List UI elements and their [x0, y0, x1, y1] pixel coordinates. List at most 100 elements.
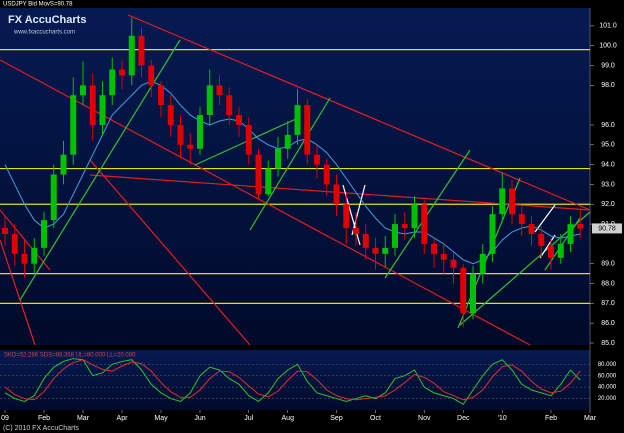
last-price-box — [592, 223, 622, 234]
x-tick-label: May — [154, 415, 168, 422]
indicator-panel — [0, 350, 590, 410]
candle-body — [245, 124, 252, 155]
y-tick-label: 93.0 — [601, 181, 615, 188]
candle-body — [304, 105, 311, 155]
price-panel — [0, 8, 590, 345]
chart-title: USDJPY Bid MovS=90.78 — [3, 2, 73, 8]
candle-body — [284, 134, 291, 149]
candle-body — [236, 115, 242, 125]
candle-body — [431, 243, 437, 254]
candle-body — [372, 247, 379, 254]
y-tick-label: 94.0 — [601, 161, 615, 168]
candle-body — [148, 65, 155, 86]
candle-body — [509, 188, 515, 215]
x-tick-label: Nov — [418, 415, 431, 422]
candle-body — [548, 245, 554, 258]
logo-url: www.fxaccucharts.com — [13, 30, 75, 36]
candle-body — [577, 224, 584, 229]
footer: (C) 2010 FX AccuCharts — [3, 425, 79, 432]
y-tick-label: 85.0 — [601, 340, 615, 347]
x-tick-label: Apr — [117, 415, 129, 422]
logo: FX AccuCharts — [8, 14, 86, 26]
candle-body — [158, 85, 164, 106]
candle-body — [392, 224, 398, 248]
candle-body — [411, 204, 418, 229]
candle-body — [470, 273, 476, 314]
x-tick-label: Oct — [370, 415, 381, 422]
candle-body — [226, 95, 233, 116]
candle-body — [538, 233, 545, 246]
y-tick-label: 89.0 — [601, 261, 615, 268]
candle-body — [382, 247, 389, 254]
candle-body — [362, 233, 369, 248]
candle-body — [70, 95, 77, 155]
candle-body — [479, 253, 486, 274]
candle-body — [31, 247, 38, 264]
last-price-label: 90.78 — [598, 225, 616, 232]
candle-body — [489, 214, 496, 254]
oscillator-line — [4, 359, 581, 401]
y-tick-label: 87.0 — [601, 300, 615, 307]
x-tick-label: 09 — [1, 415, 9, 422]
candle-body — [128, 35, 135, 76]
candle-body — [89, 85, 96, 125]
candle-body — [41, 220, 47, 248]
candle-body — [21, 253, 28, 264]
candle-body — [99, 95, 106, 125]
candle-body — [109, 69, 116, 96]
candle-body — [343, 204, 350, 229]
x-tick-label: Jul — [244, 415, 253, 422]
x-tick-label: Feb — [38, 415, 50, 422]
candle-body — [401, 224, 408, 229]
candle-body — [187, 144, 194, 149]
candle-body — [119, 69, 125, 76]
candle-body — [450, 259, 457, 268]
y-tick-label: 60.000 — [598, 373, 617, 379]
candle-body — [177, 124, 184, 145]
candle-body — [353, 228, 359, 234]
y-tick-label: 92.0 — [601, 201, 615, 208]
candle-body — [197, 115, 203, 149]
candle-body — [138, 35, 145, 66]
x-tick-label: Dec — [457, 415, 470, 422]
candle-body — [60, 154, 67, 175]
candle-body — [314, 154, 320, 165]
candle-body — [80, 85, 86, 96]
y-tick-label: 98.0 — [601, 82, 615, 89]
candle-body — [294, 105, 301, 135]
candle-body — [275, 148, 281, 169]
candle-body — [323, 164, 330, 185]
candle-body — [255, 154, 262, 195]
candle-body — [567, 224, 574, 244]
candle-body — [206, 85, 213, 116]
y-tick-label: 100.0 — [599, 43, 617, 50]
indicator-title: SKD=52.286 SDS=68.368 UL=80.000 LL=20.00… — [4, 353, 136, 359]
y-tick-label: 88.0 — [601, 280, 615, 287]
candle-body — [528, 224, 535, 234]
y-tick-label: 40.000 — [598, 385, 617, 391]
y-tick-label: 96.0 — [601, 122, 615, 129]
candle-body — [167, 105, 174, 125]
candle-body — [557, 243, 564, 258]
candle-body — [499, 188, 506, 215]
candle-body — [11, 233, 18, 254]
x-tick-label: Feb — [545, 415, 557, 422]
oscillator-line — [4, 358, 581, 405]
candle-body — [265, 168, 272, 195]
x-tick-label: Sep — [330, 415, 343, 422]
x-tick-label: Mar — [77, 415, 90, 422]
y-tick-label: 20.000 — [598, 396, 617, 402]
y-tick-label: 99.0 — [601, 62, 615, 69]
candle-body — [518, 214, 525, 225]
candle-body — [460, 267, 467, 314]
candle-body — [50, 174, 57, 221]
candle-body — [421, 204, 428, 244]
x-tick-label: Mar — [584, 415, 597, 422]
y-tick-label: 101.0 — [599, 23, 617, 30]
x-tick-label: '10 — [498, 415, 507, 422]
candle-body — [2, 228, 8, 234]
candle-body — [440, 253, 447, 260]
candle-body — [216, 85, 223, 96]
candle-body — [333, 184, 340, 205]
